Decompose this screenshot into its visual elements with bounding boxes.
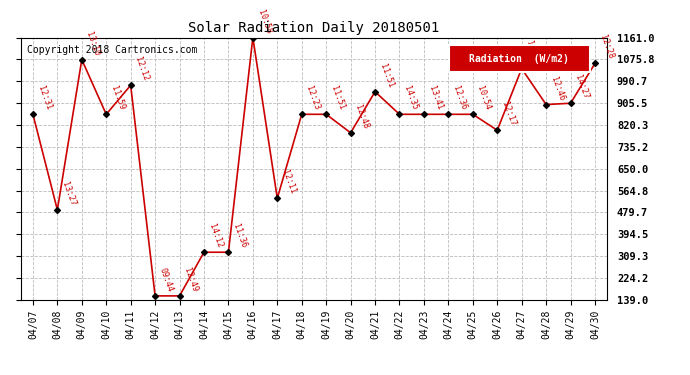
Text: 12:17: 12:17 <box>500 101 517 128</box>
Text: 10:54: 10:54 <box>475 85 493 111</box>
Title: Solar Radiation Daily 20180501: Solar Radiation Daily 20180501 <box>188 21 440 35</box>
Text: 09:44: 09:44 <box>158 267 175 293</box>
Text: 14:27: 14:27 <box>573 74 591 100</box>
Text: 11:51: 11:51 <box>378 62 395 89</box>
Text: 11:59: 11:59 <box>109 85 126 111</box>
Text: 11:36: 11:36 <box>231 223 248 249</box>
Text: 13:27: 13:27 <box>60 180 77 207</box>
Text: 11:51: 11:51 <box>329 85 346 111</box>
Text: 13:41: 13:41 <box>426 85 444 111</box>
Text: 12:36: 12:36 <box>451 85 468 111</box>
Text: Copyright 2018 Cartronics.com: Copyright 2018 Cartronics.com <box>26 45 197 56</box>
Text: 12:31: 12:31 <box>36 85 52 111</box>
Text: 12:49: 12:49 <box>182 267 199 293</box>
Text: 10:58: 10:58 <box>255 8 273 35</box>
Text: 12:23: 12:23 <box>304 85 322 111</box>
Text: 12:12: 12:12 <box>133 56 150 82</box>
Text: 14:08: 14:08 <box>524 39 542 66</box>
Text: 12:28: 12:28 <box>598 34 615 61</box>
Text: 13:10: 13:10 <box>85 30 101 57</box>
Text: 12:11: 12:11 <box>280 169 297 195</box>
Text: 14:35: 14:35 <box>402 85 420 111</box>
Text: 14:12: 14:12 <box>207 223 224 249</box>
Text: 12:48: 12:48 <box>353 104 371 130</box>
Text: 12:46: 12:46 <box>549 75 566 102</box>
